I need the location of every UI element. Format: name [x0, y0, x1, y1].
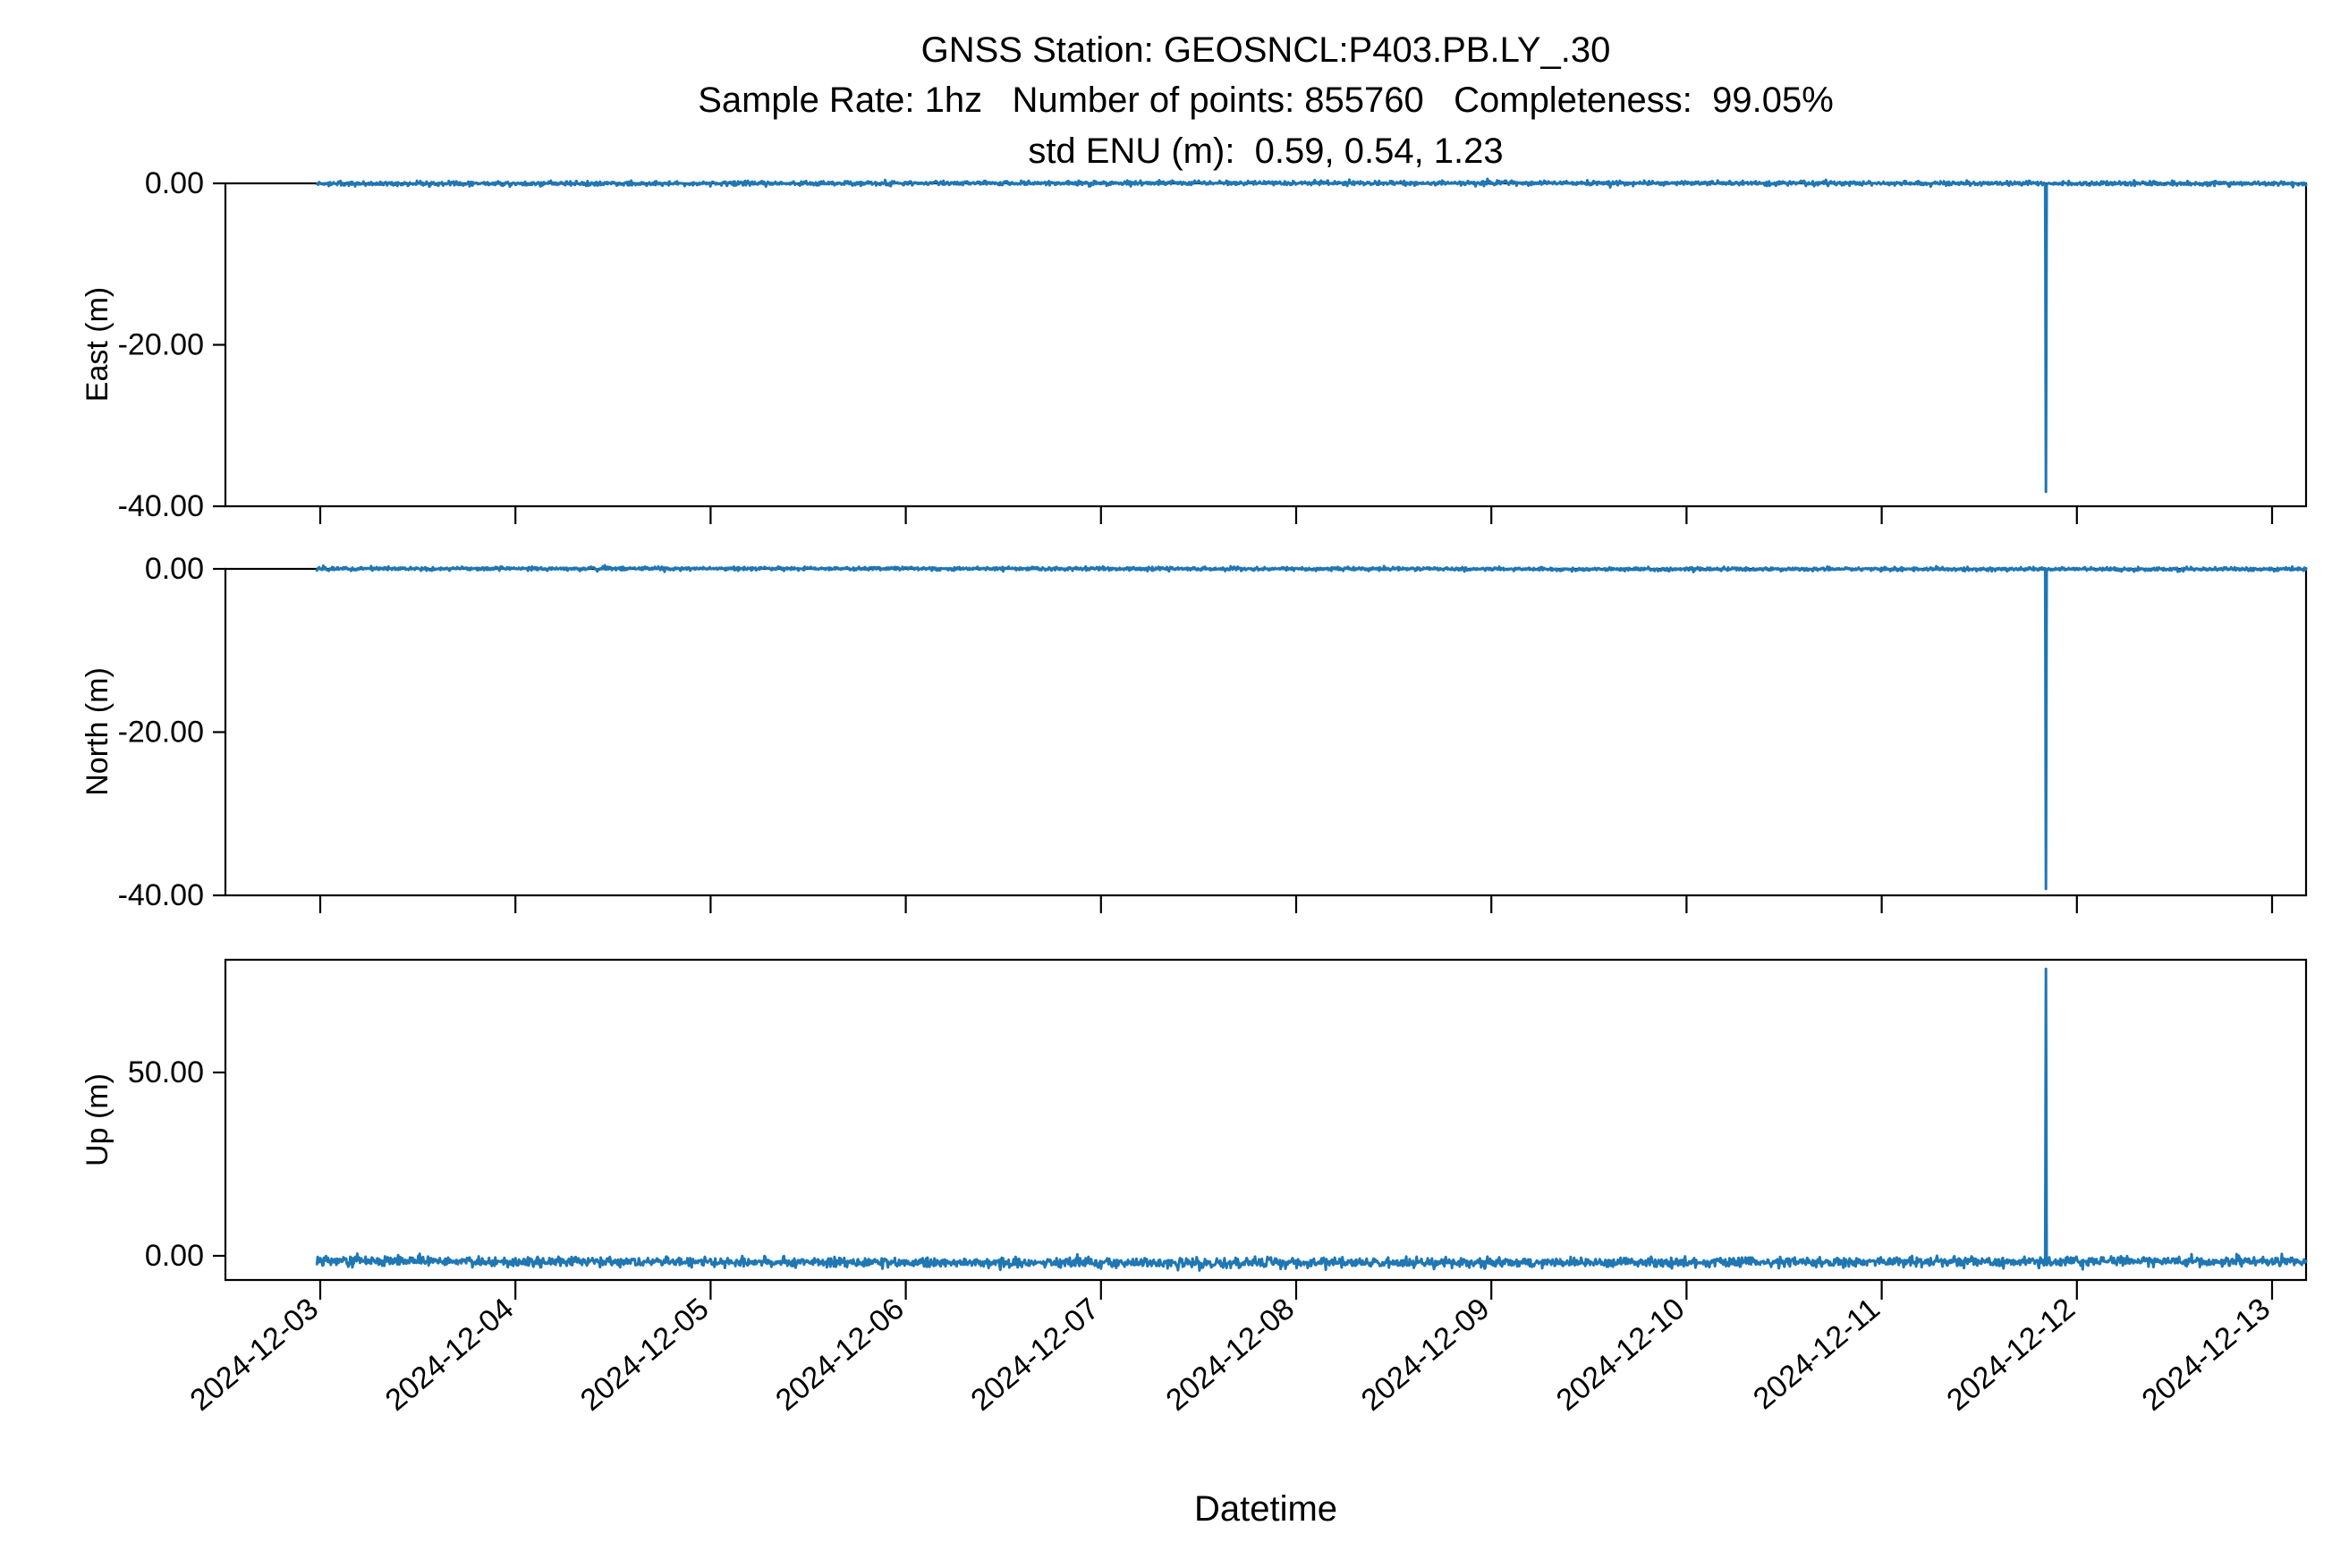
svg-text:std ENU (m): 0.59, 0.54, 1.23: std ENU (m): 0.59, 0.54, 1.23: [1028, 131, 1503, 171]
svg-text:-40.00: -40.00: [118, 878, 204, 912]
svg-text:0.00: 0.00: [145, 552, 204, 586]
svg-text:Datetime: Datetime: [1194, 1489, 1337, 1529]
svg-text:0.00: 0.00: [145, 166, 204, 200]
svg-text:GNSS Station: GEOSNCL:P403.PB.: GNSS Station: GEOSNCL:P403.PB.LY_.30: [921, 30, 1611, 70]
svg-text:East (m): East (m): [81, 287, 114, 402]
svg-text:Sample Rate: 1hz Number of p: Sample Rate: 1hz Number of points: 85576…: [698, 81, 1834, 120]
svg-text:0.00: 0.00: [145, 1239, 204, 1273]
svg-text:-20.00: -20.00: [118, 716, 204, 750]
svg-text:-20.00: -20.00: [118, 328, 204, 362]
svg-text:-40.00: -40.00: [118, 489, 204, 523]
svg-text:Up (m): Up (m): [81, 1073, 114, 1166]
svg-text:50.00: 50.00: [128, 1055, 204, 1089]
svg-text:North (m): North (m): [81, 667, 114, 796]
